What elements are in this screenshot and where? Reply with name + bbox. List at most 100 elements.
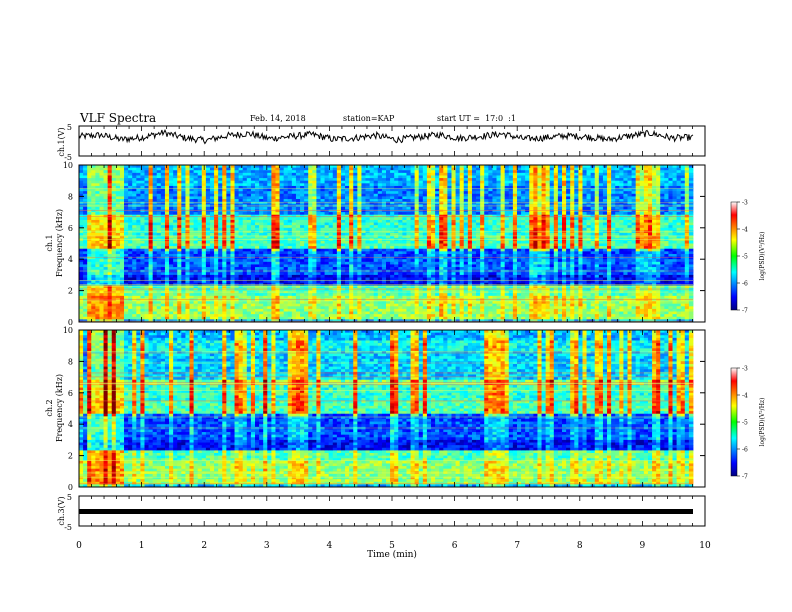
spectrogram-cell bbox=[411, 189, 415, 192]
spectrogram-cell bbox=[173, 202, 177, 205]
spectrogram-cell bbox=[218, 312, 222, 315]
spectrogram-cell bbox=[259, 207, 263, 210]
spectrogram-cell bbox=[308, 194, 312, 197]
spectrogram-cell bbox=[235, 202, 239, 205]
spectrogram-cell bbox=[230, 278, 234, 281]
spectrogram-cell bbox=[312, 272, 316, 275]
spectrogram-cell bbox=[140, 175, 144, 178]
spectrogram-cell bbox=[157, 181, 161, 184]
spectrogram-cell bbox=[124, 178, 128, 181]
spectrogram-cell bbox=[144, 215, 148, 218]
spectrogram-cell bbox=[304, 196, 308, 199]
spectrogram-cell bbox=[267, 272, 271, 275]
spectrogram-cell bbox=[382, 223, 386, 226]
spectrogram-cell bbox=[243, 199, 247, 202]
spectrogram-cell bbox=[288, 181, 292, 184]
spectrogram-cell bbox=[374, 262, 378, 265]
spectrogram-cell bbox=[411, 304, 415, 307]
spectrogram-cell bbox=[411, 212, 415, 215]
spectrogram-cell bbox=[87, 209, 91, 212]
spectrogram-cell bbox=[173, 244, 177, 247]
spectrogram-cell bbox=[112, 223, 116, 226]
spectrogram-cell bbox=[108, 175, 112, 178]
spectrogram-cell bbox=[173, 241, 177, 244]
spectrogram-cell bbox=[386, 241, 390, 244]
spectrogram-cell bbox=[288, 194, 292, 197]
spectrogram-cell bbox=[112, 301, 116, 304]
spectrogram-cell bbox=[308, 178, 312, 181]
spectrogram-cell bbox=[308, 288, 312, 291]
spectrogram-cell bbox=[300, 317, 304, 320]
spectrogram-cell bbox=[255, 233, 259, 236]
spectrogram-cell bbox=[378, 168, 382, 171]
spectrogram-cell bbox=[87, 272, 91, 275]
spectrogram-cell bbox=[194, 183, 198, 186]
spectrogram-cell bbox=[263, 301, 267, 304]
spectrogram-cell bbox=[198, 178, 202, 181]
spectrogram-cell bbox=[300, 301, 304, 304]
spectrogram-cell bbox=[280, 249, 284, 252]
spectrogram-cell bbox=[83, 306, 87, 309]
spectrogram-cell bbox=[357, 249, 361, 252]
spectrogram-cell bbox=[337, 288, 341, 291]
spectrogram-cell bbox=[345, 317, 349, 320]
spectrogram-cell bbox=[394, 249, 398, 252]
spectrogram-cell bbox=[83, 296, 87, 299]
spectrogram-cell bbox=[271, 233, 275, 236]
spectrogram-cell bbox=[165, 275, 169, 278]
spectrogram-cell bbox=[157, 272, 161, 275]
spectrogram-cell bbox=[198, 209, 202, 212]
spectrogram-cell bbox=[345, 241, 349, 244]
spectrogram-cell bbox=[239, 317, 243, 320]
spectrogram-cell bbox=[185, 304, 189, 307]
spectrogram-cell bbox=[406, 228, 410, 231]
spectrogram-cell bbox=[91, 249, 95, 252]
spectrogram-cell bbox=[353, 194, 357, 197]
spectrogram-cell bbox=[124, 275, 128, 278]
spectrogram-cell bbox=[202, 254, 206, 257]
spectrogram-cell bbox=[79, 317, 83, 320]
spectrogram-cell bbox=[415, 293, 419, 296]
spectrogram-cell bbox=[95, 241, 99, 244]
spectrogram-cell bbox=[333, 262, 337, 265]
spectrogram-cell bbox=[259, 264, 263, 267]
spectrogram-cell bbox=[259, 209, 263, 212]
spectrogram-cell bbox=[390, 278, 394, 281]
spectrogram-cell bbox=[292, 267, 296, 270]
spectrogram-cell bbox=[370, 317, 374, 320]
spectrogram-cell bbox=[128, 309, 132, 312]
spectrogram-cell bbox=[153, 223, 157, 226]
spectrogram-cell bbox=[140, 209, 144, 212]
spectrogram-cell bbox=[255, 202, 259, 205]
spectrogram-cell bbox=[79, 223, 83, 226]
spectrogram-cell bbox=[243, 220, 247, 223]
spectrogram-cell bbox=[185, 267, 189, 270]
spectrogram-cell bbox=[378, 223, 382, 226]
spectrogram-cell bbox=[157, 257, 161, 260]
spectrogram-cell bbox=[366, 173, 370, 176]
spectrogram-cell bbox=[386, 259, 390, 262]
spectrogram-cell bbox=[99, 301, 103, 304]
spectrogram-cell bbox=[95, 288, 99, 291]
spectrogram-cell bbox=[378, 191, 382, 194]
spectrogram-cell bbox=[136, 170, 140, 173]
spectrogram-cell bbox=[386, 168, 390, 171]
spectrogram-cell bbox=[112, 178, 116, 181]
spectrogram-cell bbox=[128, 262, 132, 265]
spectrogram-cell bbox=[198, 233, 202, 236]
spectrogram-cell bbox=[112, 317, 116, 320]
spectrogram-cell bbox=[214, 314, 218, 317]
spectrogram-cell bbox=[382, 241, 386, 244]
spectrogram-cell bbox=[386, 257, 390, 260]
spectrogram-cell bbox=[112, 288, 116, 291]
spectrogram-cell bbox=[210, 207, 214, 210]
spectrogram-cell bbox=[112, 259, 116, 262]
spectrogram-cell bbox=[341, 267, 345, 270]
spectrogram-cell bbox=[259, 249, 263, 252]
spectrogram-cell bbox=[226, 244, 230, 247]
spectrogram-cell bbox=[206, 262, 210, 265]
spectrogram-cell bbox=[267, 246, 271, 249]
spectrogram-cell bbox=[181, 317, 185, 320]
spectrogram-cell bbox=[394, 296, 398, 299]
spectrogram-cell bbox=[394, 189, 398, 192]
